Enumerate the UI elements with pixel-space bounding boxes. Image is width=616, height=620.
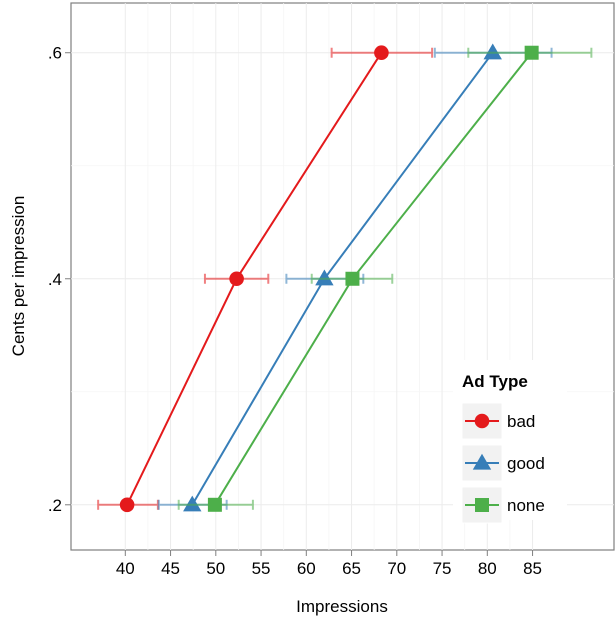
point-good [315,269,334,286]
point-good [483,43,502,60]
x-axis: 40 45 50 55 60 65 70 75 80 85 [116,550,542,578]
x-tick-label: 70 [387,559,406,578]
legend-key-marker [475,498,489,512]
series-bad [97,45,434,513]
x-tick-label: 60 [297,559,316,578]
point-bad [374,45,389,61]
x-tick-label: 55 [252,559,271,578]
point-bad [229,271,244,287]
legend-item-none: none [461,486,545,524]
point-good [183,495,202,512]
legend-label: good [507,454,545,473]
y-axis: .2 .4 .6 [48,44,71,515]
legend-key-marker [472,453,492,470]
point-none [207,497,222,512]
point-bad [119,497,135,513]
legend-label: bad [507,412,535,431]
x-tick-label: 85 [523,559,542,578]
x-axis-title: Impressions [296,597,388,616]
y-tick-label: .4 [48,270,62,289]
legend-item-bad: bad [461,402,535,440]
point-none [524,45,539,60]
series-none [177,45,593,512]
x-tick-label: 75 [433,559,452,578]
legend: Ad Type bad good none [453,360,567,524]
x-tick-label: 65 [342,559,361,578]
grid-minor [71,3,614,550]
y-tick-label: .6 [48,44,62,63]
x-tick-label: 50 [206,559,225,578]
legend-label: none [507,496,545,515]
y-tick-label: .2 [48,496,62,515]
series-layer [97,43,593,513]
y-axis-title: Cents per impression [9,196,28,357]
x-tick-label: 45 [161,559,180,578]
x-tick-label: 40 [116,559,135,578]
legend-item-good: good [461,444,545,482]
legend-key-marker [474,413,490,429]
point-none [345,271,360,286]
legend-title: Ad Type [462,372,528,391]
x-tick-label: 80 [478,559,497,578]
